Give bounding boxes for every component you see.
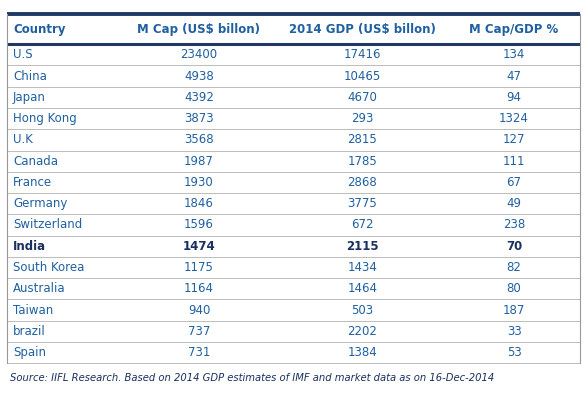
Text: 82: 82 [507,261,521,274]
Text: 1164: 1164 [184,282,214,295]
Text: 127: 127 [503,133,525,146]
Text: Source: IIFL Research. Based on 2014 GDP estimates of IMF and market data as on : Source: IIFL Research. Based on 2014 GDP… [10,373,494,383]
Text: 1175: 1175 [184,261,214,274]
Text: 731: 731 [188,346,210,359]
Text: 17416: 17416 [343,48,381,61]
Text: South Korea: South Korea [13,261,85,274]
Text: M Cap/GDP %: M Cap/GDP % [470,23,559,36]
Text: Australia: Australia [13,282,66,295]
Text: 70: 70 [506,240,522,253]
Text: Spain: Spain [13,346,46,359]
Text: 94: 94 [507,91,522,104]
Text: France: France [13,176,52,189]
Text: 23400: 23400 [180,48,218,61]
Text: 2115: 2115 [346,240,379,253]
Text: 2815: 2815 [348,133,377,146]
Text: Japan: Japan [13,91,46,104]
Text: 3775: 3775 [348,197,377,210]
Text: 111: 111 [503,155,525,168]
Text: 293: 293 [351,112,373,125]
Text: 1596: 1596 [184,218,214,231]
Text: 737: 737 [188,325,210,338]
Text: brazil: brazil [13,325,46,338]
Text: 672: 672 [351,218,373,231]
Text: 503: 503 [351,303,373,317]
Text: 47: 47 [507,70,522,83]
Text: 10465: 10465 [343,70,381,83]
Text: 33: 33 [507,325,521,338]
Text: China: China [13,70,47,83]
Text: 49: 49 [507,197,522,210]
Text: Switzerland: Switzerland [13,218,82,231]
Text: 80: 80 [507,282,521,295]
Text: Hong Kong: Hong Kong [13,112,77,125]
Text: 1846: 1846 [184,197,214,210]
Text: 1464: 1464 [348,282,377,295]
Text: 2014 GDP (US$ billon): 2014 GDP (US$ billon) [289,23,436,36]
Text: 1785: 1785 [348,155,377,168]
Text: 53: 53 [507,346,521,359]
Text: 67: 67 [507,176,522,189]
Text: Country: Country [13,23,65,36]
Text: India: India [13,240,46,253]
Text: 238: 238 [503,218,525,231]
Text: Germany: Germany [13,197,68,210]
Text: M Cap (US$ billon): M Cap (US$ billon) [137,23,261,36]
Text: 1474: 1474 [183,240,215,253]
Text: 134: 134 [503,48,525,61]
Text: 2202: 2202 [348,325,377,338]
Text: 4392: 4392 [184,91,214,104]
Text: 1987: 1987 [184,155,214,168]
Text: U.S: U.S [13,48,32,61]
Text: 2868: 2868 [348,176,377,189]
Text: 1324: 1324 [499,112,529,125]
Text: 3568: 3568 [184,133,214,146]
Text: 1384: 1384 [348,346,377,359]
Text: Taiwan: Taiwan [13,303,53,317]
Text: 1930: 1930 [184,176,214,189]
Text: 187: 187 [503,303,525,317]
Text: U.K: U.K [13,133,33,146]
Text: 940: 940 [188,303,210,317]
Text: Canada: Canada [13,155,58,168]
Text: 1434: 1434 [348,261,377,274]
Text: 4670: 4670 [348,91,377,104]
Text: 3873: 3873 [184,112,214,125]
Text: 4938: 4938 [184,70,214,83]
